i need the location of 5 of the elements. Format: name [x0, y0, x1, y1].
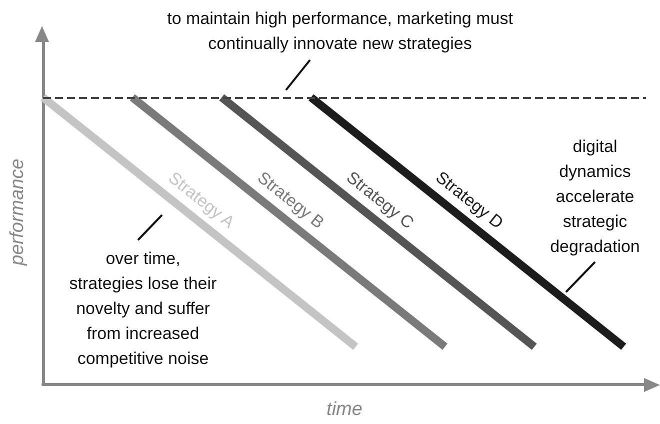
text: to maintain high performance, marketing must continually innovate new strategies [167, 9, 514, 53]
y-axis-title: performance [7, 158, 28, 266]
x-axis-title: time [326, 399, 362, 420]
annotation: digital dynamics accelerate strategic degradation [550, 137, 640, 256]
annotation: over time, strategies lose their novelty and suffer from increased competitive noise [69, 249, 218, 368]
